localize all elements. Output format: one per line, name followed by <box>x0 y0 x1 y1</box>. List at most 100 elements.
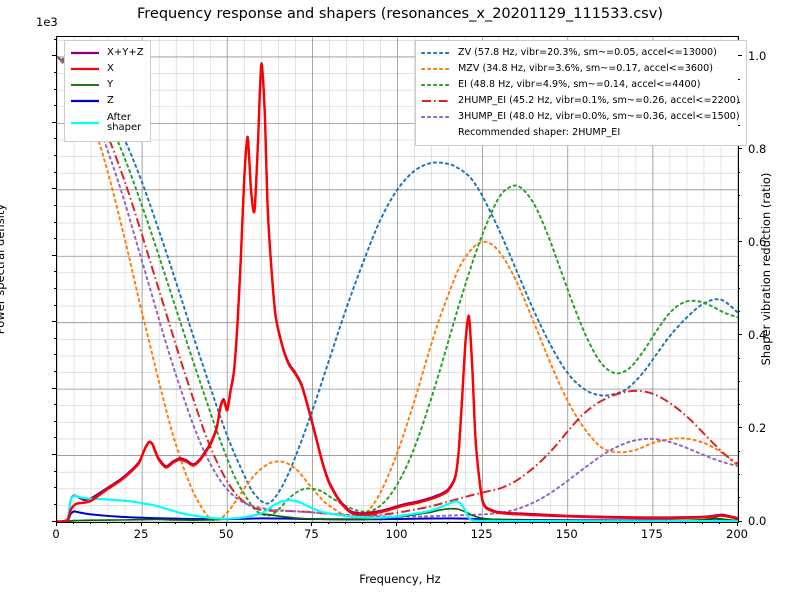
legend-shapers[interactable]: ZV (57.8 Hz, vibr=20.3%, sm~=0.05, accel… <box>415 40 747 146</box>
axis-tick-mark <box>54 404 56 406</box>
axis-tick-mark <box>617 522 619 524</box>
legend-swatch-icon <box>70 47 100 59</box>
legend-label: Y <box>107 78 114 90</box>
axis-tick-mark <box>106 522 108 524</box>
legend-item-shaper[interactable]: EI (48.8 Hz, vibr=4.9%, sm~=0.14, accel<… <box>421 77 740 93</box>
legend-item-shaper[interactable]: 3HUMP_EI (48.0 Hz, vibr=0.0%, sm~=0.36, … <box>421 109 740 125</box>
axis-tick-mark <box>549 522 551 524</box>
axis-tick-mark <box>738 380 740 382</box>
axis-tick-mark <box>259 522 261 524</box>
x-tick-label: 25 <box>133 527 149 541</box>
axis-tick-mark <box>515 522 517 524</box>
axis-tick-mark <box>738 241 742 243</box>
axis-tick-mark <box>54 304 56 306</box>
axis-tick-mark <box>52 121 56 123</box>
axis-tick-mark <box>738 55 742 57</box>
legend-item-shaper[interactable]: ZV (57.8 Hz, vibr=20.3%, sm~=0.05, accel… <box>421 45 740 61</box>
axis-tick-mark <box>54 487 56 489</box>
axis-tick-mark <box>566 522 568 526</box>
axis-tick-mark <box>54 88 56 90</box>
axis-tick-mark <box>738 78 740 80</box>
axis-tick-mark <box>52 55 56 57</box>
y-tick-label-right: 0.4 <box>748 327 767 342</box>
axis-tick-mark <box>225 522 227 526</box>
axis-tick-mark <box>52 321 56 323</box>
axis-tick-mark <box>738 125 740 127</box>
axis-tick-mark <box>52 387 56 389</box>
axis-tick-mark <box>52 188 56 190</box>
legend-swatch-icon <box>421 95 451 107</box>
axis-tick-mark <box>738 404 740 406</box>
legend-item-recommendation: Recommended shaper: 2HUMP_EI <box>421 125 740 141</box>
axis-tick-mark <box>72 522 74 524</box>
legend-label: After shaper <box>107 111 142 133</box>
axis-tick-mark <box>738 497 740 499</box>
legend-label: 2HUMP_EI (45.2 Hz, vibr=0.1%, sm~=0.26, … <box>458 94 740 106</box>
axis-tick-mark <box>719 522 721 524</box>
axis-tick-mark <box>54 221 56 223</box>
axis-tick-mark <box>242 522 244 524</box>
x-tick-label: 125 <box>470 527 493 541</box>
shaper-curve-2hump_ei <box>57 56 738 517</box>
legend-item-psd[interactable]: X <box>70 61 144 77</box>
y-axis-label-right: Shaper vibration reduction (ratio) <box>759 172 773 366</box>
x-tick-label: 175 <box>640 527 663 541</box>
axis-tick-mark <box>54 371 56 372</box>
x-tick-label: 50 <box>218 527 234 541</box>
legend-item-psd[interactable]: Z <box>70 93 144 109</box>
y-axis-exponent-label: 1e3 <box>36 15 58 29</box>
legend-item-psd[interactable]: After shaper <box>70 109 144 137</box>
legend-label: MZV (34.8 Hz, vibr=3.6%, sm~=0.17, accel… <box>458 62 713 74</box>
axis-tick-mark <box>54 271 56 273</box>
legend-line-swatch <box>71 84 99 86</box>
legend-item-shaper[interactable]: MZV (34.8 Hz, vibr=3.6%, sm~=0.17, accel… <box>421 61 740 77</box>
legend-psd[interactable]: X+Y+Z X Y Z After shaper <box>64 40 151 142</box>
axis-tick-mark <box>54 238 56 240</box>
legend-label: Z <box>107 94 114 106</box>
shaper-curve-mzv <box>57 55 738 522</box>
axis-tick-mark <box>685 522 687 524</box>
axis-tick-mark <box>738 148 742 150</box>
legend-swatch-icon <box>421 63 451 75</box>
axis-tick-mark <box>54 470 56 472</box>
axis-tick-mark <box>738 101 740 103</box>
legend-line-swatch <box>421 116 451 118</box>
x-tick-label: 75 <box>304 527 319 541</box>
axis-tick-mark <box>310 522 312 526</box>
axis-tick-mark <box>738 287 740 289</box>
legend-line-swatch <box>421 52 451 54</box>
axis-tick-mark <box>54 171 56 173</box>
legend-label: X+Y+Z <box>107 46 144 58</box>
axis-tick-mark <box>464 522 466 524</box>
legend-swatch-icon <box>70 79 100 91</box>
axis-tick-mark <box>54 72 56 74</box>
axis-tick-mark <box>52 520 56 522</box>
axis-tick-mark <box>293 522 295 524</box>
axis-tick-mark <box>651 522 653 526</box>
axis-tick-mark <box>140 522 142 526</box>
y-tick-label-right: 0.8 <box>748 141 767 156</box>
y-axis-label-left: Power spectral density <box>0 203 7 335</box>
chart-title: Frequency response and shapers (resonanc… <box>137 6 663 22</box>
shaper-curve-zv <box>57 55 738 505</box>
psd-curve-x <box>57 63 738 522</box>
axis-tick-mark <box>54 155 56 157</box>
y-tick-label-right: 0.0 <box>748 514 767 528</box>
legend-item-psd[interactable]: X+Y+Z <box>70 45 144 61</box>
axis-tick-mark <box>54 105 56 107</box>
legend-line-swatch <box>71 99 99 103</box>
legend-line-swatch <box>71 67 99 71</box>
axis-tick-mark <box>54 287 56 289</box>
axis-tick-mark <box>738 520 742 522</box>
axis-tick-mark <box>54 420 56 422</box>
x-tick-label: 150 <box>555 527 578 541</box>
legend-item-shaper[interactable]: 2HUMP_EI (45.2 Hz, vibr=0.1%, sm~=0.26, … <box>421 93 740 109</box>
legend-item-psd[interactable]: Y <box>70 77 144 93</box>
legend-line-swatch <box>71 51 99 55</box>
x-tick-label: 100 <box>385 527 408 541</box>
axis-tick-mark <box>191 522 193 524</box>
axis-tick-mark <box>430 522 432 524</box>
legend-swatch-icon <box>421 79 451 91</box>
legend-label: ZV (57.8 Hz, vibr=20.3%, sm~=0.05, accel… <box>458 46 717 58</box>
